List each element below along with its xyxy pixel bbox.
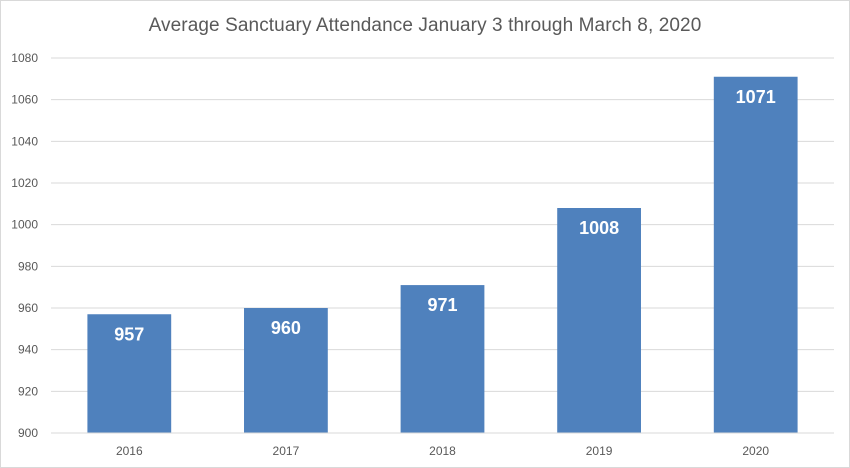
x-tick-label: 2017 <box>273 444 300 458</box>
data-label-2018: 971 <box>427 295 457 315</box>
axes: 900 920 940 960 980 1000 1020 1040 1060 1080 2016 2… <box>11 51 834 458</box>
y-tick-label: 920 <box>18 384 38 398</box>
data-label-2017: 960 <box>271 318 301 338</box>
bar-2020 <box>713 76 798 433</box>
y-tick-label: 1000 <box>11 218 38 232</box>
bars <box>87 76 798 433</box>
x-tick-label: 2020 <box>742 444 769 458</box>
y-tick-label: 940 <box>18 343 38 357</box>
y-tick-label: 1080 <box>11 51 38 65</box>
data-label-2016: 957 <box>114 324 144 344</box>
data-label-2019: 1008 <box>579 218 619 238</box>
y-tick-label: 900 <box>18 426 38 440</box>
data-labels: 957 960 971 1008 1071 <box>114 87 775 345</box>
y-tick-label: 1020 <box>11 176 38 190</box>
data-label-2020: 1071 <box>736 87 776 107</box>
bar-2018 <box>400 285 485 433</box>
chart-title: Average Sanctuary Attendance January 3 t… <box>148 15 702 36</box>
x-tick-label: 2018 <box>429 444 456 458</box>
x-tick-label: 2019 <box>586 444 613 458</box>
x-tick-label: 2016 <box>116 444 143 458</box>
bar-2017 <box>244 308 328 433</box>
y-tick-label: 960 <box>18 301 38 315</box>
y-tick-label: 1060 <box>11 93 38 107</box>
y-tick-label: 980 <box>18 259 38 273</box>
y-tick-label: 1040 <box>11 134 38 148</box>
bar-2019 <box>557 208 641 433</box>
bar-2016 <box>87 314 172 433</box>
